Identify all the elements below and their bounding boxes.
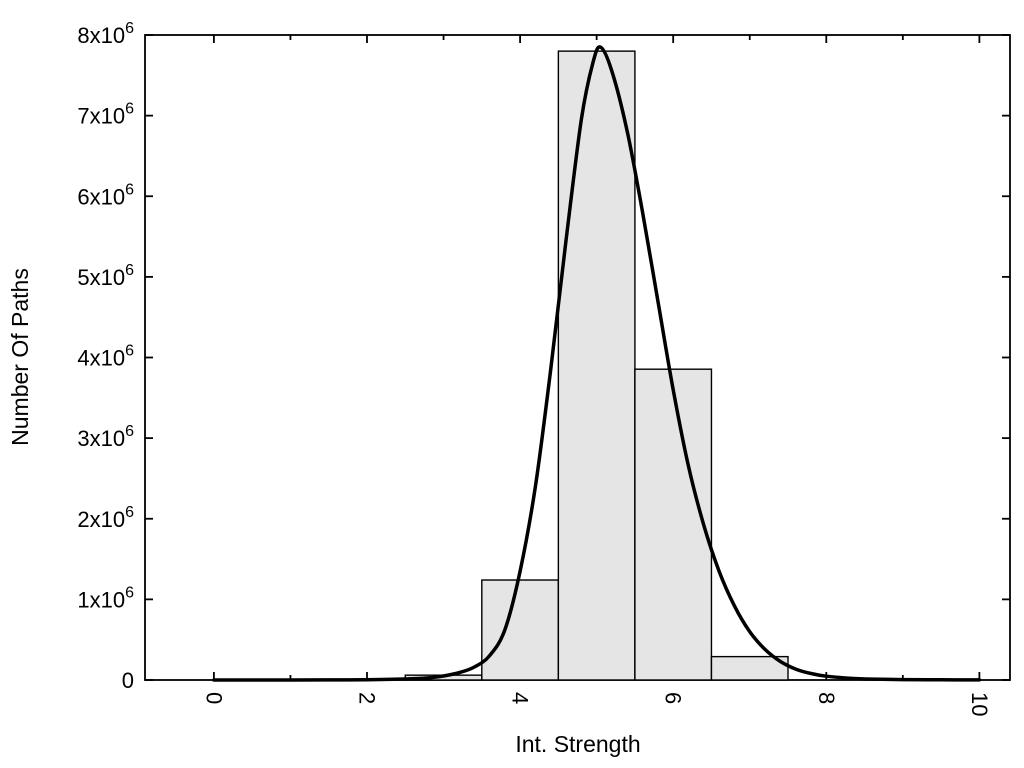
fit-curve-path <box>212 45 982 682</box>
x-tick-label: 8 <box>814 692 839 704</box>
y-tick-labels: 0 1x106 2x106 3x106 4x106 5x106 6x106 7x106 8x10… <box>77 20 134 693</box>
y-tick-label: 7x106 <box>77 101 134 129</box>
y-tick-label: 8x106 <box>77 20 134 48</box>
y-tick-label: 1x106 <box>77 584 134 612</box>
x-tick-labels: 0 2 4 6 8 10 <box>201 692 991 716</box>
x-tick-label: 6 <box>661 692 686 704</box>
histogram-bar <box>481 579 560 681</box>
fit-curve <box>212 45 982 682</box>
y-axis-label: Number Of Paths <box>7 268 33 446</box>
y-tick-label: 2x106 <box>77 504 134 532</box>
y-tick-label: 0 <box>122 668 134 693</box>
x-tick-label: 10 <box>967 692 992 716</box>
x-tick-label: 4 <box>508 692 533 704</box>
x-axis-label: Int. Strength <box>515 731 640 757</box>
histogram-bars <box>404 50 789 681</box>
x-tick-label: 2 <box>354 692 379 704</box>
histogram-bar <box>634 368 713 681</box>
histogram-bar <box>557 50 636 681</box>
y-tick-label: 4x106 <box>77 343 134 371</box>
y-tick-label: 6x106 <box>77 181 134 209</box>
y-tick-label: 5x106 <box>77 262 134 290</box>
x-tick-label: 0 <box>201 692 226 704</box>
histogram-bar <box>710 655 789 681</box>
y-tick-label: 3x106 <box>77 423 134 451</box>
